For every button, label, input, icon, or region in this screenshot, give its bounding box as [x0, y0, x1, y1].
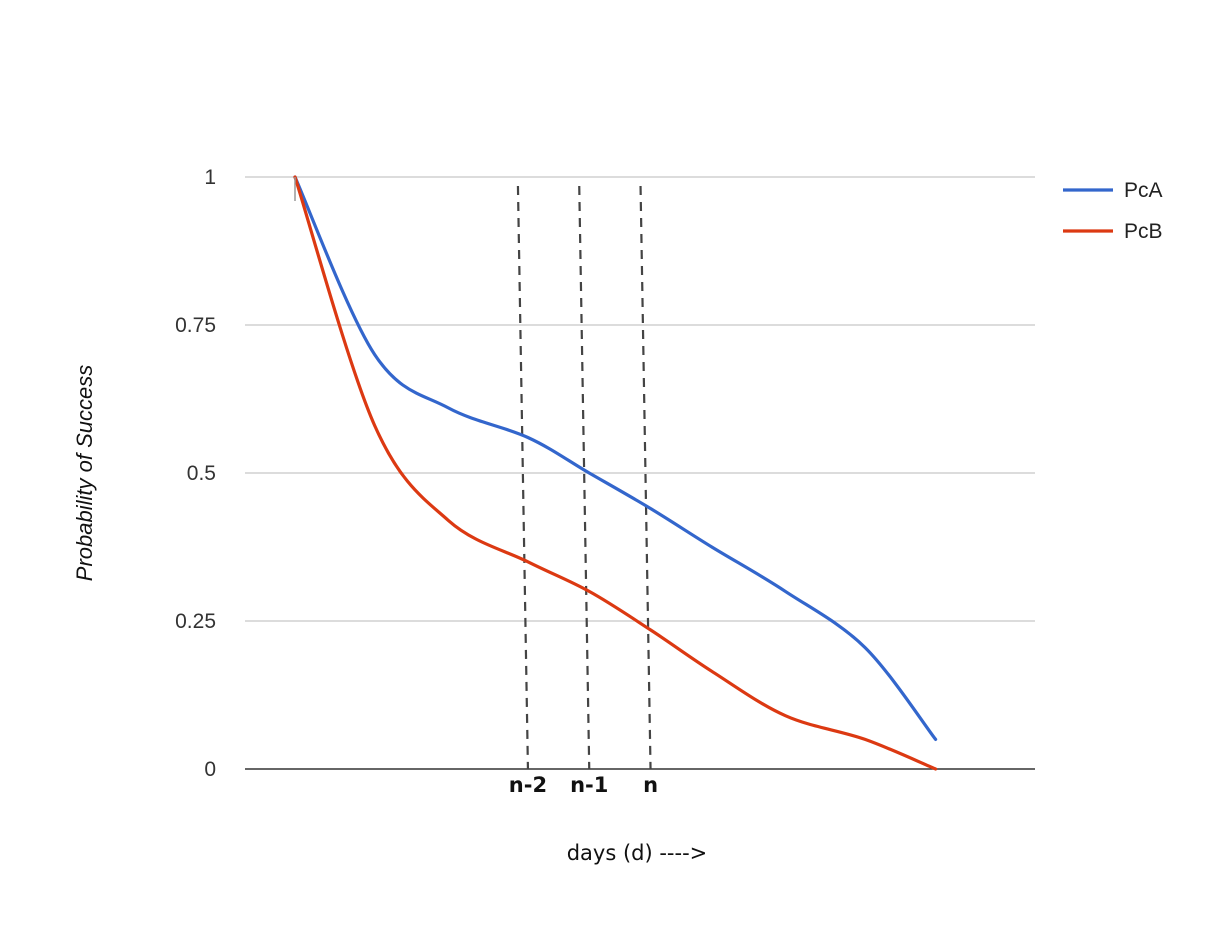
- series-line-pca: [293, 175, 938, 741]
- legend-label: PcB: [1124, 220, 1163, 243]
- gridlines: [245, 176, 1035, 770]
- y-tick-label: 0: [204, 758, 216, 781]
- day-marker-line: [578, 185, 591, 770]
- y-tick-label: 0.25: [175, 610, 216, 633]
- legend-label: PcA: [1124, 179, 1163, 202]
- y-tick-labels: 0 0.25 0.5 0.75 1: [175, 166, 216, 781]
- y-axis-label: Probability of Success: [72, 365, 97, 581]
- day-marker-line: [639, 185, 652, 770]
- day-marker-line: [516, 185, 530, 770]
- day-markers: n-2 n-1 n: [509, 185, 658, 797]
- day-marker-label: n-2: [509, 773, 547, 797]
- y-tick-label: 0.75: [175, 314, 216, 337]
- series-lines: [293, 175, 938, 771]
- legend: PcA PcB: [1063, 179, 1163, 243]
- y-tick-label: 0.5: [187, 462, 216, 485]
- day-marker-label: n: [643, 773, 658, 797]
- y-tick-label: 1: [204, 166, 216, 189]
- x-axis-label: days (d) ---->: [567, 841, 708, 865]
- day-marker-label: n-1: [570, 773, 608, 797]
- series-line-pcb: [293, 175, 938, 771]
